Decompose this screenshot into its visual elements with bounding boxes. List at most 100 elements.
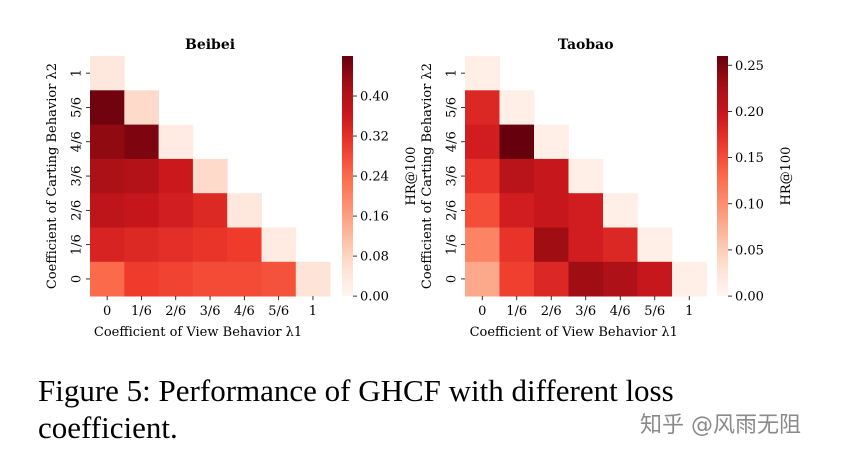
heatmap-cell — [499, 261, 535, 297]
heatmap-cell — [568, 227, 604, 263]
heatmap-cell — [568, 261, 604, 297]
x-axis-label: Coefficient of View Behavior λ1 — [94, 325, 302, 340]
heatmap-cell — [90, 158, 125, 194]
x-tick-label: 2/6 — [165, 304, 186, 319]
y-tick-label: 2/6 — [70, 200, 85, 221]
heatmap-cell — [124, 124, 159, 160]
heatmap-cell — [499, 124, 535, 160]
heatmap-cell — [192, 193, 228, 228]
heatmap-cell — [465, 90, 500, 125]
heatmap-cell — [192, 227, 228, 263]
x-axis-label: Coefficient of View Behavior λ1 — [470, 325, 678, 340]
heatmap-cell — [637, 261, 673, 297]
heatmap-cell — [499, 227, 535, 263]
heatmap-panel-beibei: Beibei 1 5/6 4/6 3/6 2/6 1/6 0 0 1/6 2/6 3/6 4/6 5/6 1… — [45, 37, 419, 340]
heatmap-cell — [637, 227, 673, 263]
figure-caption: Figure 5: Performance of GHCF with diffe… — [38, 373, 674, 445]
heatmap-cell — [124, 227, 159, 263]
colorbar-tick-label: 0.08 — [360, 250, 389, 265]
heatmap-cell — [261, 261, 297, 297]
x-tick-label: 4/6 — [234, 304, 255, 319]
x-tick-label: 1 — [309, 304, 317, 319]
heatmap-cell — [90, 56, 125, 91]
colorbar-tick-label: 0.32 — [360, 130, 389, 145]
colorbar — [717, 56, 728, 297]
colorbar-tick-label: 0.05 — [735, 243, 764, 258]
heatmap-cell — [499, 193, 535, 228]
x-tick-label: 1/6 — [131, 304, 152, 319]
heatmap-cell — [603, 193, 638, 228]
heatmap-cell — [295, 261, 331, 297]
colorbar-tick-label: 0.15 — [735, 151, 764, 166]
heatmap-cell — [90, 227, 125, 263]
heatmap-cell — [227, 227, 262, 263]
colorbar-tick-label: 0.20 — [735, 105, 764, 120]
heatmap-figure: Beibei 1 5/6 4/6 3/6 2/6 1/6 0 0 1/6 2/6 3/6 4/6 5/6 1… — [45, 37, 794, 340]
heatmap-cell — [124, 193, 159, 228]
y-tick-label: 0 — [445, 275, 460, 283]
y-tick-label: 1/6 — [445, 234, 460, 255]
heatmap-cell — [672, 261, 707, 297]
heatmap-cell — [124, 261, 159, 297]
x-tick-label: 5/6 — [268, 304, 289, 319]
y-axis-label: Coefficient of Carting Behavior λ2 — [45, 63, 60, 289]
x-tick-label: 5/6 — [644, 304, 665, 319]
heatmap-cell — [158, 124, 194, 160]
x-tick-label: 4/6 — [610, 304, 631, 319]
chart-title: Beibei — [185, 37, 235, 53]
heatmap-cell — [227, 261, 262, 297]
y-axis-label: Coefficient of Carting Behavior λ2 — [420, 63, 435, 289]
heatmap-cell — [90, 193, 125, 228]
heatmap-cell — [158, 193, 194, 228]
y-tick-label: 0 — [70, 275, 85, 283]
colorbar-label: HR@100 — [404, 147, 419, 206]
heatmap-cell — [261, 227, 297, 263]
y-tick-label: 2/6 — [445, 200, 460, 221]
heatmap-cell — [568, 193, 604, 228]
heatmap-cell — [568, 158, 604, 194]
heatmap-cell — [227, 193, 262, 228]
heatmap-cell — [534, 193, 569, 228]
heatmap-cell — [603, 261, 638, 297]
heatmap-cell — [90, 90, 125, 125]
chart-title: Taobao — [558, 37, 614, 53]
x-tick-label: 0 — [103, 304, 111, 319]
heatmap-cell — [90, 124, 125, 160]
colorbar — [342, 56, 353, 297]
heatmap-cell — [499, 158, 535, 194]
y-tick-label: 3/6 — [445, 166, 460, 187]
heatmap-cell — [124, 90, 159, 125]
heatmap-cell — [465, 261, 500, 297]
x-tick-label: 0 — [478, 304, 486, 319]
y-tick-label: 4/6 — [445, 131, 460, 152]
y-tick-label: 4/6 — [70, 131, 85, 152]
y-tick-label: 5/6 — [70, 97, 85, 118]
y-tick-label: 1/6 — [70, 234, 85, 255]
heatmap-cell — [158, 261, 194, 297]
heatmap-cell — [192, 261, 228, 297]
colorbar-tick-label: 0.10 — [735, 197, 764, 212]
y-tick-label: 1 — [70, 69, 85, 77]
heatmap-cell — [534, 261, 569, 297]
heatmap-cell — [534, 124, 569, 160]
heatmap-cell — [534, 227, 569, 263]
heatmap-cell — [158, 227, 194, 263]
colorbar-tick-label: 0.24 — [360, 170, 389, 185]
heatmap-cell — [603, 227, 638, 263]
heatmap-cell — [90, 261, 125, 297]
heatmap-cell — [158, 158, 194, 194]
y-tick-label: 3/6 — [70, 166, 85, 187]
heatmap-panel-taobao: Taobao 1 5/6 4/6 3/6 2/6 1/6 0 0 1/6 2/6 3/6 4/6 5/6 1… — [420, 37, 794, 340]
heatmap-cell — [499, 90, 535, 125]
heatmap-cell — [192, 158, 228, 194]
colorbar-tick-label: 0.00 — [360, 290, 389, 305]
colorbar-tick-label: 0.40 — [360, 90, 389, 105]
colorbar-tick-label: 0.00 — [735, 290, 764, 305]
y-tick-label: 1 — [445, 69, 460, 77]
x-tick-label: 2/6 — [541, 304, 562, 319]
colorbar-label: HR@100 — [779, 147, 794, 206]
colorbar-tick-label: 0.16 — [360, 210, 389, 225]
heatmap-cell — [465, 56, 500, 91]
heatmap-cell — [534, 158, 569, 194]
x-tick-label: 3/6 — [575, 304, 596, 319]
